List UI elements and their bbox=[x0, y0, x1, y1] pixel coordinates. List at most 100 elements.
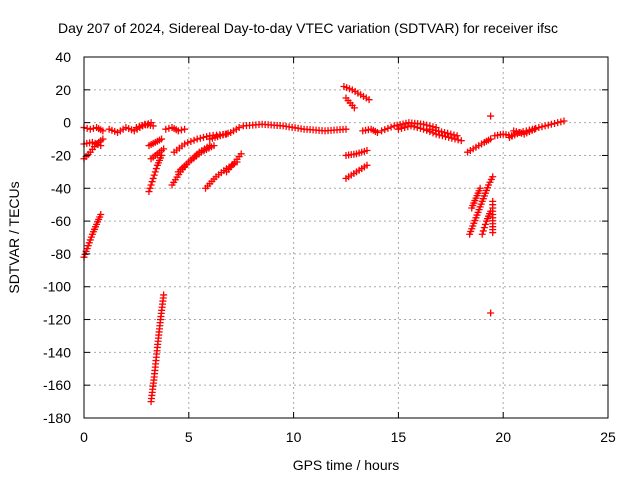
data-point-interp bbox=[229, 160, 237, 168]
data-point bbox=[487, 309, 495, 317]
data-point-interp bbox=[354, 89, 362, 97]
data-point-interp bbox=[92, 223, 100, 231]
data-point bbox=[181, 125, 189, 133]
data-point-interp bbox=[535, 124, 543, 132]
data-point-interp bbox=[183, 160, 191, 168]
data-point bbox=[541, 122, 549, 130]
data-point-interp bbox=[360, 163, 368, 171]
data-point-interp bbox=[97, 126, 105, 134]
data-point-interp bbox=[532, 124, 540, 132]
data-point-interp bbox=[471, 217, 479, 225]
data-point-interp bbox=[483, 184, 491, 192]
data-point-interp bbox=[475, 187, 483, 195]
data-point-interp bbox=[210, 175, 218, 183]
data-point-interp bbox=[477, 200, 485, 208]
data-point-interp bbox=[479, 227, 487, 235]
data-point-interp bbox=[297, 125, 305, 133]
data-point-interp bbox=[528, 126, 536, 134]
data-point-interp bbox=[344, 96, 352, 104]
axis-ticks: 0 5 10 15 20 25 40 20 0 -20 -40 -60 -80 -100 -120 -140 -… bbox=[43, 49, 616, 445]
y-tick-label: 20 bbox=[55, 82, 71, 98]
data-point-interp bbox=[151, 151, 159, 159]
x-tick-label: 0 bbox=[80, 429, 88, 445]
data-point-interp bbox=[159, 294, 167, 302]
data-point bbox=[453, 132, 461, 140]
data-point-interp bbox=[203, 143, 211, 151]
data-point bbox=[420, 125, 428, 133]
data-point-interp bbox=[438, 128, 446, 136]
x-tick-label: 5 bbox=[185, 429, 193, 445]
data-point-interp bbox=[547, 120, 555, 128]
data-point-interp bbox=[83, 245, 91, 253]
data-point-interp bbox=[538, 123, 546, 131]
y-tick-label: -80 bbox=[51, 246, 71, 262]
data-point-interp bbox=[384, 124, 392, 132]
data-point-interp bbox=[187, 138, 195, 146]
data-point bbox=[457, 137, 465, 145]
data-point-interp bbox=[224, 129, 232, 137]
y-tick-label: -120 bbox=[43, 312, 71, 328]
x-tick-label: 10 bbox=[286, 429, 302, 445]
data-point-interp bbox=[318, 127, 326, 135]
data-point-interp bbox=[381, 126, 389, 134]
data-point-interp bbox=[276, 122, 284, 130]
data-point-interp bbox=[152, 165, 160, 173]
data-point-interp bbox=[94, 141, 102, 149]
data-point-interp bbox=[153, 347, 161, 355]
data-point-interp bbox=[87, 233, 95, 241]
data-point-interp bbox=[469, 145, 477, 153]
x-axis-label: GPS time / hours bbox=[293, 457, 400, 473]
data-point-interp bbox=[157, 154, 165, 162]
data-point-interp bbox=[196, 134, 204, 142]
data-point-interp bbox=[348, 101, 356, 109]
data-point-interp bbox=[416, 124, 424, 132]
data-point-interp bbox=[487, 176, 495, 184]
data-point-interp bbox=[193, 150, 201, 158]
data-point-interp bbox=[423, 126, 431, 134]
data-point-interp bbox=[480, 224, 488, 232]
data-point-interp bbox=[147, 181, 155, 189]
data-point-interp bbox=[83, 124, 91, 132]
data-point-interp bbox=[149, 139, 157, 147]
data-point-interp bbox=[148, 178, 156, 186]
data-point-interp bbox=[150, 376, 158, 384]
data-point-interp bbox=[444, 129, 452, 137]
y-tick-label: -40 bbox=[51, 180, 71, 196]
data-point-interp bbox=[489, 226, 497, 234]
data-point-interp bbox=[454, 136, 462, 144]
data-point-interp bbox=[155, 136, 163, 144]
data-point-interp bbox=[156, 319, 164, 327]
data-point-interp bbox=[150, 171, 158, 179]
data-point-interp bbox=[350, 150, 358, 158]
data-points bbox=[80, 83, 568, 406]
data-point-interp bbox=[404, 123, 412, 131]
data-point-interp bbox=[84, 150, 92, 158]
data-point bbox=[378, 127, 386, 135]
y-tick-label: -140 bbox=[43, 344, 71, 360]
data-point bbox=[149, 174, 157, 182]
data-point-interp bbox=[184, 139, 192, 147]
data-point-interp bbox=[481, 220, 489, 228]
data-point-interp bbox=[471, 197, 479, 205]
x-tick-label: 25 bbox=[600, 429, 616, 445]
data-point-interp bbox=[478, 140, 486, 148]
data-point bbox=[554, 119, 562, 127]
data-point-interp bbox=[350, 170, 358, 178]
data-point-interp bbox=[485, 136, 493, 144]
data-point-interp bbox=[151, 168, 159, 176]
data-point-interp bbox=[551, 119, 559, 127]
data-point-interp bbox=[557, 118, 565, 126]
chart-title: Day 207 of 2024, Sidereal Day-to-day VTE… bbox=[58, 20, 558, 36]
grid-lines bbox=[84, 57, 608, 418]
data-point bbox=[145, 188, 153, 196]
data-point-interp bbox=[345, 85, 353, 93]
data-point bbox=[162, 125, 170, 133]
plot-frame bbox=[83, 56, 609, 419]
data-point bbox=[394, 125, 402, 133]
data-point-interp bbox=[413, 124, 421, 132]
data-point-interp bbox=[235, 153, 243, 161]
data-point-interp bbox=[371, 127, 379, 135]
y-tick-label: -160 bbox=[43, 377, 71, 393]
data-point bbox=[478, 230, 486, 238]
